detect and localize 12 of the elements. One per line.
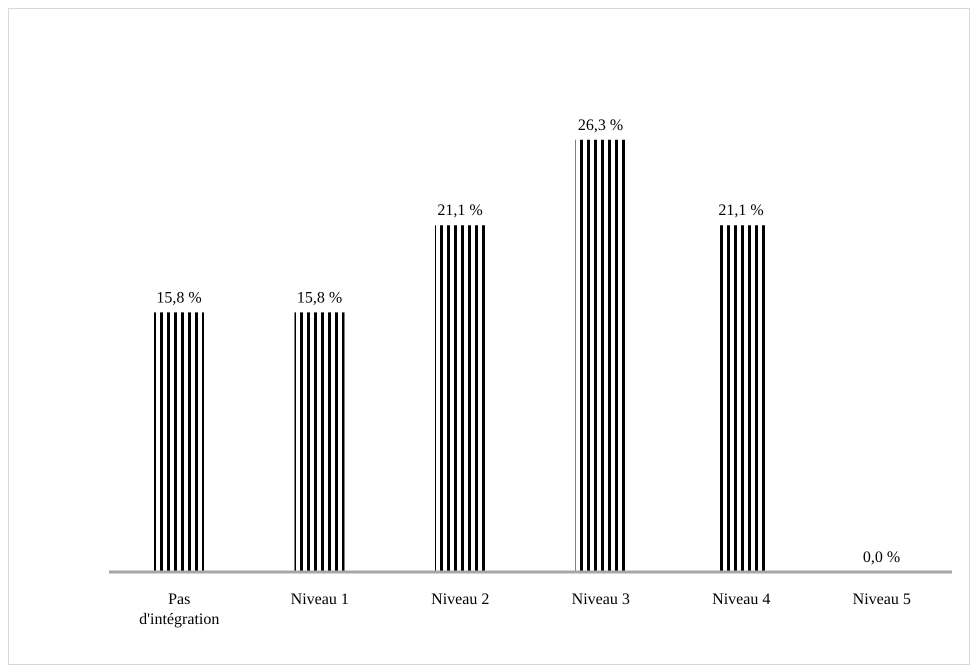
data-label: 15,8 %: [156, 289, 202, 306]
data-label: 0,0 %: [862, 548, 900, 566]
x-tick-label: Pas d'intégration: [139, 591, 220, 628]
data-label: 26,3 %: [578, 116, 624, 134]
data-label: 21,1 %: [437, 202, 483, 220]
x-tick-label: Niveau 5: [852, 591, 911, 608]
data-label: 21,1 %: [718, 202, 764, 220]
data-label: 15,8 %: [296, 289, 342, 306]
x-tick-label: Niveau 3: [572, 591, 630, 608]
x-tick-label: Niveau 4: [712, 591, 770, 608]
x-tick-label: Niveau 2: [431, 591, 490, 608]
x-tick-label: Niveau 1: [290, 591, 349, 608]
